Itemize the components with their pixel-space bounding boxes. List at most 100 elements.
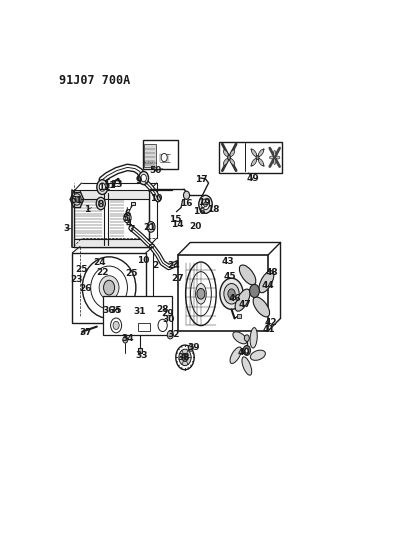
- Circle shape: [204, 202, 207, 207]
- Circle shape: [124, 213, 131, 223]
- Bar: [237, 314, 241, 318]
- Text: 9: 9: [136, 176, 142, 185]
- Bar: [72, 253, 146, 322]
- Circle shape: [123, 336, 128, 343]
- Circle shape: [99, 183, 105, 191]
- Text: 10: 10: [137, 256, 149, 265]
- Text: 10: 10: [150, 194, 162, 203]
- Ellipse shape: [91, 266, 128, 309]
- Bar: [74, 239, 149, 247]
- Text: 35: 35: [110, 306, 122, 314]
- Circle shape: [98, 200, 103, 207]
- Text: 44: 44: [261, 281, 274, 290]
- Text: 3: 3: [63, 224, 70, 232]
- Text: 49: 49: [246, 174, 260, 183]
- Ellipse shape: [250, 350, 265, 360]
- Text: 37: 37: [79, 328, 92, 337]
- Circle shape: [197, 288, 205, 299]
- Text: 16: 16: [180, 199, 193, 208]
- Circle shape: [245, 348, 249, 353]
- Bar: [143, 140, 178, 168]
- Circle shape: [256, 156, 259, 159]
- Ellipse shape: [82, 257, 136, 318]
- Circle shape: [113, 321, 119, 329]
- Text: 29: 29: [161, 309, 173, 318]
- Text: 43: 43: [221, 257, 234, 266]
- Circle shape: [97, 180, 108, 195]
- Ellipse shape: [274, 159, 276, 165]
- Ellipse shape: [269, 156, 274, 159]
- Text: 17: 17: [195, 175, 208, 184]
- Ellipse shape: [230, 150, 235, 156]
- Ellipse shape: [224, 150, 228, 156]
- Text: 33: 33: [135, 351, 147, 360]
- Text: 26: 26: [79, 285, 92, 293]
- Polygon shape: [75, 193, 103, 245]
- Ellipse shape: [224, 159, 228, 165]
- Text: 45: 45: [224, 272, 236, 281]
- Text: 39: 39: [188, 343, 200, 352]
- Circle shape: [167, 330, 173, 339]
- Circle shape: [220, 278, 243, 309]
- Text: 5: 5: [122, 214, 128, 223]
- Text: 25: 25: [125, 269, 138, 278]
- Text: 14: 14: [171, 220, 183, 229]
- Text: 25: 25: [75, 265, 88, 273]
- Circle shape: [250, 284, 260, 297]
- Text: 32: 32: [167, 330, 180, 340]
- Circle shape: [179, 349, 191, 366]
- Bar: [138, 322, 150, 330]
- Circle shape: [139, 172, 149, 184]
- Bar: [219, 142, 282, 173]
- Circle shape: [224, 284, 239, 304]
- Circle shape: [103, 280, 115, 295]
- Text: 7: 7: [128, 225, 135, 234]
- Text: 28: 28: [156, 305, 169, 314]
- Circle shape: [228, 156, 231, 159]
- Bar: [103, 296, 172, 335]
- Text: 27: 27: [172, 273, 184, 282]
- Circle shape: [183, 191, 190, 199]
- Circle shape: [73, 193, 81, 205]
- Circle shape: [158, 319, 167, 332]
- Text: 48: 48: [266, 268, 278, 277]
- Text: 24: 24: [94, 258, 106, 267]
- Text: 36: 36: [103, 306, 115, 314]
- Circle shape: [149, 224, 153, 230]
- Ellipse shape: [259, 271, 274, 293]
- Ellipse shape: [190, 272, 211, 316]
- Circle shape: [75, 197, 79, 202]
- Polygon shape: [109, 193, 124, 245]
- Ellipse shape: [276, 156, 280, 159]
- Text: Radiator: Radiator: [143, 160, 158, 165]
- Ellipse shape: [239, 265, 256, 285]
- Ellipse shape: [258, 149, 263, 156]
- Ellipse shape: [242, 357, 252, 375]
- Ellipse shape: [99, 276, 119, 300]
- Circle shape: [245, 335, 249, 342]
- Text: 46: 46: [229, 294, 241, 303]
- Text: 38: 38: [178, 353, 190, 362]
- Circle shape: [176, 345, 194, 370]
- Text: 12: 12: [98, 183, 111, 191]
- Circle shape: [111, 318, 122, 333]
- Circle shape: [125, 215, 130, 221]
- Ellipse shape: [274, 150, 276, 156]
- Text: 6: 6: [124, 209, 131, 218]
- Ellipse shape: [230, 159, 235, 165]
- Ellipse shape: [252, 149, 257, 156]
- Text: 22: 22: [97, 268, 109, 277]
- Text: 91J07 700A: 91J07 700A: [58, 74, 130, 87]
- Circle shape: [228, 289, 235, 298]
- Ellipse shape: [258, 159, 263, 166]
- Text: 16: 16: [193, 207, 206, 216]
- Circle shape: [141, 174, 147, 182]
- Text: 4: 4: [126, 219, 132, 228]
- Text: 2: 2: [152, 261, 158, 270]
- Circle shape: [147, 222, 155, 232]
- Bar: [74, 190, 149, 199]
- Circle shape: [188, 345, 193, 351]
- Text: 30: 30: [163, 314, 175, 324]
- Text: 18: 18: [207, 205, 219, 214]
- Text: 19: 19: [198, 198, 210, 207]
